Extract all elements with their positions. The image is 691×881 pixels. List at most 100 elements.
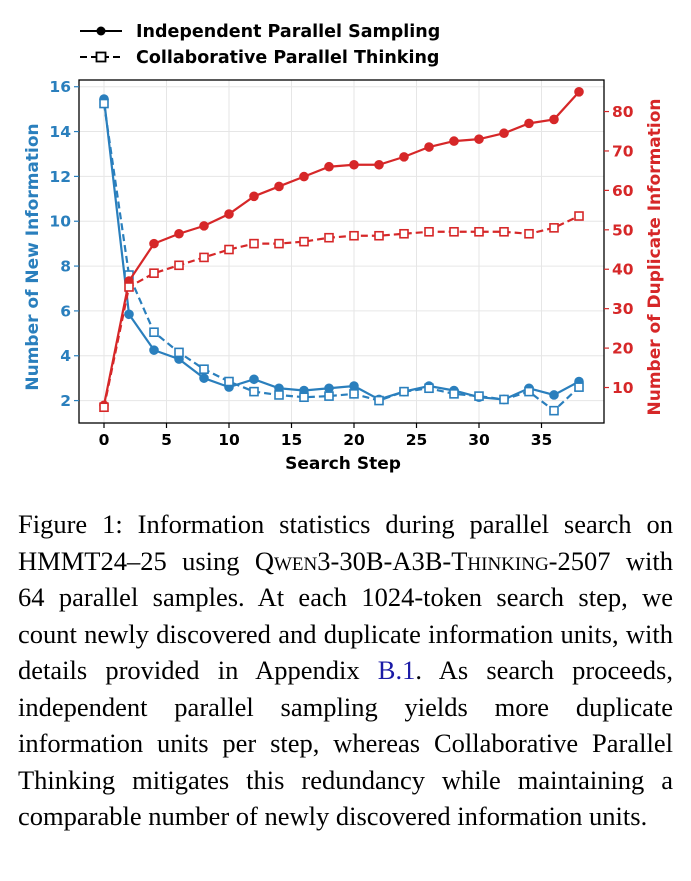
- series-3-point: [224, 244, 234, 255]
- series-1-point: [374, 395, 384, 406]
- series-3-point: [549, 223, 559, 233]
- series-3-line: [102, 215, 580, 408]
- series-3-point: [374, 230, 384, 241]
- series-2-point: [524, 118, 534, 129]
- legend: Independent Parallel Sampling Collaborat…: [80, 22, 440, 68]
- legend-label-cpt: Collaborative Parallel Thinking: [136, 48, 439, 68]
- series-1-point: [499, 394, 509, 405]
- left-tick-label: 4: [60, 347, 71, 365]
- caption-text-2: with 64 parallel samples. At each 1024-t…: [18, 545, 673, 686]
- series-2-point: [424, 142, 434, 152]
- left-tick-label: 8: [60, 258, 71, 276]
- legend-label-ips: Independent Parallel Sampling: [136, 22, 440, 42]
- x-tick-label: 20: [343, 431, 365, 449]
- series-1-point: [399, 386, 409, 397]
- caption-appendix-link[interactable]: B.1: [377, 655, 416, 685]
- series-1-line: [102, 103, 580, 413]
- series-2-point: [349, 159, 359, 170]
- x-tick-label: 30: [468, 431, 490, 449]
- series-2-point: [399, 152, 409, 162]
- left-tick-label: 12: [49, 168, 71, 186]
- series-2-point: [449, 136, 459, 146]
- series-1-point: [474, 391, 484, 401]
- x-tick-label: 0: [99, 431, 110, 449]
- left-axis-label: Number of New Information: [23, 123, 43, 390]
- legend-swatch-cpt-marker: [95, 51, 107, 63]
- series-3-point: [524, 228, 534, 239]
- right-tick-label: 30: [612, 300, 634, 318]
- legend-swatch-ips-marker: [96, 26, 106, 36]
- axes: 0 5 10 15 20 25 30 35 2 4 6 8 10 12 14 16 10 20 30 40 50 60 70…: [49, 78, 633, 449]
- series-2-point: [174, 228, 184, 239]
- series-2-point: [274, 181, 284, 192]
- series-2-point: [499, 128, 509, 139]
- series-0-point: [149, 345, 159, 355]
- caption-text-1: Figure 1: Information statistics during …: [18, 509, 673, 576]
- x-axis-label: Search Step: [285, 454, 401, 474]
- series-2-point: [474, 134, 484, 144]
- series-3-point: [449, 226, 459, 237]
- series-3-point: [574, 211, 584, 221]
- series-1-point: [324, 391, 334, 401]
- series-1-point: [274, 390, 284, 400]
- series-3-point: [299, 236, 309, 247]
- right-tick-label: 50: [612, 221, 634, 239]
- series-3-point: [174, 260, 184, 271]
- series-0-point: [199, 373, 209, 383]
- left-tick-label: 16: [49, 78, 71, 96]
- series-0-point: [124, 309, 134, 320]
- x-tick-label: 10: [218, 431, 240, 449]
- series-1-point: [99, 98, 109, 109]
- series-0-point: [324, 383, 334, 394]
- series-2-point: [549, 114, 559, 125]
- left-tick-label: 6: [60, 302, 71, 320]
- grid: [79, 80, 604, 423]
- x-tick-label: 25: [406, 431, 428, 449]
- figure-caption: Figure 1: Information statistics during …: [18, 506, 673, 835]
- series-2-point: [324, 161, 334, 172]
- series-3-point: [474, 226, 484, 237]
- series-3-point: [274, 238, 284, 249]
- x-tick-label: 5: [161, 431, 172, 449]
- right-axis-label: Number of Duplicate Information: [645, 98, 665, 415]
- series-1-point: [449, 389, 459, 399]
- right-tick-label: 70: [612, 142, 634, 160]
- series-3-point: [199, 252, 209, 263]
- right-tick-label: 20: [612, 340, 634, 358]
- series-3-point: [349, 230, 359, 241]
- series-1-point: [549, 405, 559, 416]
- right-tick-label: 80: [612, 103, 634, 121]
- series-1-point: [199, 364, 209, 374]
- series-2-point: [149, 238, 159, 249]
- plot-frame: [78, 79, 605, 424]
- chart: 0 5 10 15 20 25 30 35 2 4 6 8 10 12 14 16 10 20 30 40 50 60 70…: [23, 22, 665, 474]
- series-1-point: [174, 347, 184, 358]
- series-1-point: [424, 383, 434, 394]
- series-1-point: [524, 386, 534, 397]
- series-2-point: [574, 87, 584, 97]
- series-1-point: [299, 392, 309, 403]
- series-1-point: [249, 386, 259, 397]
- series-1-point: [224, 376, 234, 387]
- series-3-point: [324, 232, 334, 243]
- series-0-point: [549, 390, 559, 400]
- right-tick-label: 40: [612, 261, 634, 279]
- series-2-point: [199, 221, 209, 231]
- caption-model-name: Qwen3-30B-A3B-Thinking-2507: [254, 545, 611, 576]
- right-tick-label: 10: [612, 379, 634, 397]
- series-1-point: [149, 327, 159, 338]
- series-3-point: [424, 226, 434, 237]
- series-3-point: [149, 268, 159, 278]
- left-tick-label: 10: [49, 213, 71, 231]
- series-2-point: [299, 171, 309, 182]
- series-0-point: [249, 374, 259, 385]
- x-tick-label: 15: [281, 431, 303, 449]
- plot-lines: [99, 87, 584, 416]
- series-3-point: [249, 238, 259, 249]
- left-tick-label: 14: [49, 123, 71, 141]
- series-3-point: [124, 282, 134, 292]
- series-1-point: [349, 389, 359, 399]
- series-2-point: [249, 191, 259, 202]
- series-1-point: [574, 382, 584, 392]
- series-0-point: [349, 381, 359, 391]
